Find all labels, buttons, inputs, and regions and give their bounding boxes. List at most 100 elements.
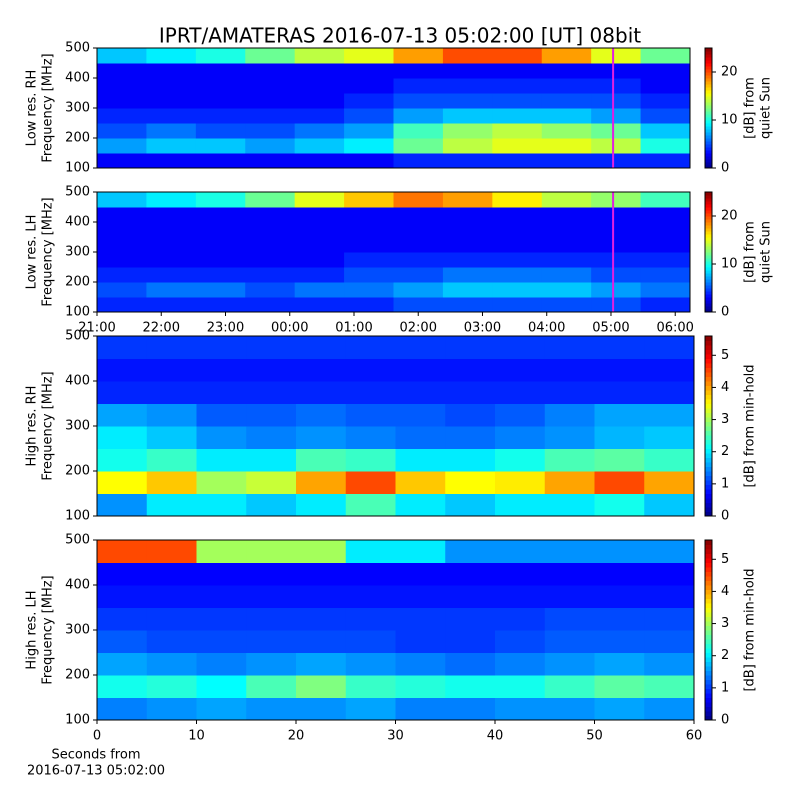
heat-cell bbox=[97, 192, 147, 208]
y-axis-label: Low res. LH bbox=[25, 215, 40, 290]
colorbar-swatch bbox=[705, 558, 712, 563]
heat-cell bbox=[492, 252, 543, 268]
heat-cell bbox=[97, 540, 148, 563]
heat-cell bbox=[344, 252, 394, 268]
x-tick-label: 02:00 bbox=[400, 321, 437, 336]
colorbar-swatch bbox=[705, 108, 712, 112]
colorbar-tick-label: 20 bbox=[721, 65, 738, 80]
colorbar-swatch bbox=[705, 297, 712, 301]
heat-cell bbox=[393, 237, 444, 253]
heat-cell bbox=[492, 207, 543, 223]
colorbar-tick-label: 2 bbox=[721, 444, 729, 459]
colorbar-swatch bbox=[705, 376, 712, 382]
colorbar-swatch bbox=[705, 132, 712, 136]
heat-cell bbox=[395, 652, 446, 676]
heat-cell bbox=[495, 607, 546, 631]
heat-cell bbox=[492, 297, 543, 313]
y-tick-label: 200 bbox=[65, 464, 90, 479]
colorbar-swatch bbox=[705, 63, 712, 67]
heat-cell bbox=[246, 448, 297, 472]
heat-cell bbox=[97, 267, 147, 283]
colorbar-swatch bbox=[705, 643, 712, 649]
colorbar-swatch bbox=[705, 282, 712, 286]
colorbar-swatch bbox=[705, 693, 712, 698]
heat-cell bbox=[97, 630, 148, 653]
heat-cell bbox=[345, 336, 396, 359]
heat-cell bbox=[591, 48, 642, 64]
colorbar-swatch bbox=[705, 141, 712, 145]
x-axis-label: 2016-07-13 05:02:00 bbox=[27, 764, 165, 779]
heat-cell bbox=[195, 63, 246, 79]
heat-cell bbox=[344, 267, 394, 283]
colorbar-swatch bbox=[705, 585, 712, 590]
heat-cell bbox=[395, 493, 446, 517]
heat-cell bbox=[393, 78, 444, 94]
heat-cell bbox=[246, 585, 297, 608]
colorbar-swatch bbox=[705, 544, 712, 550]
colorbar-swatch bbox=[705, 258, 712, 262]
heat-cell bbox=[640, 207, 691, 223]
heat-cell bbox=[495, 426, 546, 449]
colorbar-swatch bbox=[705, 288, 712, 292]
heat-cell bbox=[246, 675, 297, 698]
colorbar-swatch bbox=[705, 666, 712, 671]
heat-cell bbox=[345, 630, 396, 653]
colorbar-swatch bbox=[705, 249, 712, 253]
heat-cell bbox=[345, 403, 396, 427]
heat-cell bbox=[393, 222, 444, 238]
colorbar-swatch bbox=[705, 84, 712, 88]
heat-cell bbox=[195, 108, 246, 124]
heat-cell bbox=[495, 540, 546, 563]
colorbar-swatch bbox=[705, 87, 712, 91]
heat-cell bbox=[344, 207, 394, 223]
heat-cell bbox=[640, 78, 691, 94]
colorbar-swatch bbox=[705, 90, 712, 94]
colorbar-swatch bbox=[705, 435, 712, 440]
heat-cell bbox=[393, 267, 444, 283]
y-axis-label: High res. LH bbox=[25, 590, 40, 669]
heat-cell bbox=[146, 697, 197, 721]
heat-cell bbox=[594, 652, 645, 676]
colorbar-swatch bbox=[705, 715, 712, 721]
y-tick-label: 100 bbox=[65, 161, 90, 176]
heat-cell bbox=[196, 630, 247, 653]
colorbar-swatch bbox=[705, 222, 712, 226]
colorbar-swatch bbox=[705, 675, 712, 680]
colorbar-swatch bbox=[705, 489, 712, 494]
heat-cell bbox=[644, 403, 695, 427]
heat-cell bbox=[644, 562, 695, 586]
heat-cell bbox=[146, 607, 197, 631]
heat-cell bbox=[146, 585, 197, 608]
heat-cell bbox=[544, 493, 595, 517]
heat-cell bbox=[395, 403, 446, 427]
colorbar-swatch bbox=[705, 66, 712, 70]
heat-cell bbox=[445, 336, 496, 359]
heat-cell bbox=[495, 630, 546, 653]
heat-cell bbox=[591, 138, 642, 154]
y-axis-label: Frequency [MHz] bbox=[41, 53, 56, 162]
heat-cell bbox=[146, 63, 197, 79]
heat-cell bbox=[146, 358, 197, 382]
heat-cell bbox=[294, 153, 345, 169]
heat-cell bbox=[395, 562, 446, 586]
heat-cell bbox=[296, 358, 347, 382]
heat-cell bbox=[640, 48, 691, 64]
x-tick-label: 00:00 bbox=[271, 321, 308, 336]
heat-cell bbox=[492, 153, 543, 169]
colorbar-swatch bbox=[705, 261, 712, 265]
heat-cell bbox=[644, 540, 695, 563]
colorbar-swatch bbox=[705, 498, 712, 503]
colorbar-tick-label: 1 bbox=[721, 680, 729, 695]
heat-cell bbox=[97, 336, 148, 359]
heat-cell bbox=[97, 607, 148, 631]
heat-cell bbox=[146, 652, 197, 676]
heat-cell bbox=[594, 381, 645, 404]
heat-cell bbox=[245, 153, 296, 169]
heat-cell bbox=[196, 381, 247, 404]
colorbar-frame bbox=[704, 539, 713, 721]
colorbar-swatch bbox=[705, 358, 712, 364]
colorbar-swatch bbox=[705, 684, 712, 689]
heat-cell bbox=[146, 282, 197, 298]
heat-cell bbox=[245, 267, 296, 283]
